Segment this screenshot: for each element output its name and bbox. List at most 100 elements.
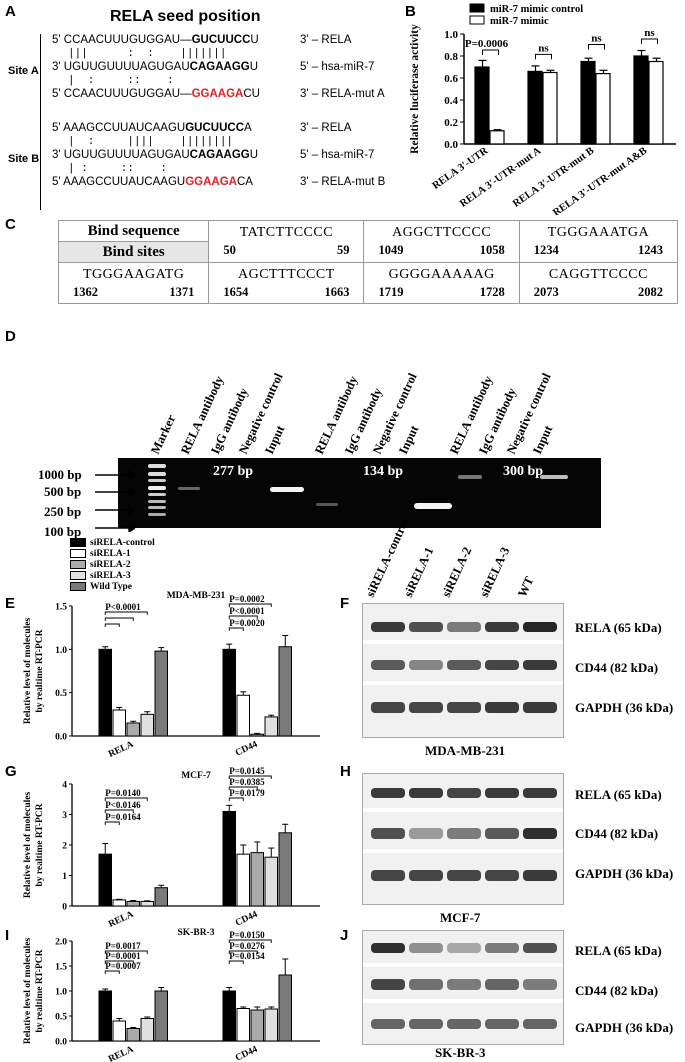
significance-bracket	[588, 44, 605, 50]
product-size-3: 300 bp	[503, 464, 544, 479]
cell-positions: 1362 1371	[73, 285, 195, 299]
chart-title: MDA-MB-231	[167, 591, 226, 601]
site-a-mut-end: 3' – RELA-mut A	[300, 88, 385, 100]
blot-lane-label: siRELA-2	[439, 545, 474, 599]
chart-title: SK-BR-3	[178, 928, 215, 938]
chart-bar	[474, 66, 490, 145]
site-b-rela-end: 3' – RELA	[300, 122, 352, 134]
y-tick-label: 1.0	[55, 646, 67, 656]
y-tick-label: 0.0	[444, 139, 458, 151]
blot-band	[523, 870, 557, 881]
significance-label: P=0.0006	[465, 38, 509, 50]
gel-lane-label: Marker	[148, 412, 178, 456]
blot-band	[523, 660, 557, 670]
significance-label: P=0.0001	[105, 951, 141, 961]
gel-band	[458, 475, 482, 479]
chart-bar	[98, 853, 112, 907]
blot-row-rela: RELA (65 kDa)	[575, 787, 662, 802]
chart-bar	[236, 853, 250, 907]
gel-lane-label: Input	[530, 423, 556, 457]
blot-band	[447, 943, 481, 953]
chart-bar	[222, 648, 236, 737]
legend-entry: siRELA-1	[70, 548, 155, 559]
table-cell: CAGGTTCCCC 2073 2082	[518, 262, 679, 304]
skbr3-pcr-chart: 0.0 0.5 1.0 1.5 2.0 Relative level of molecul…	[23, 928, 320, 1062]
significance-bracket	[228, 797, 244, 801]
chart-bar	[126, 722, 140, 737]
y-tick-label: 1.0	[55, 988, 67, 998]
legend-label: siRELA-control	[90, 537, 155, 548]
y-axis-label: Relative level of molecules	[23, 938, 33, 1045]
blot-row-cd44: CD44 (82 kDa)	[575, 826, 659, 841]
legend-label: siRELA-1	[90, 548, 131, 559]
blot-row-rela: RELA (65 kDa)	[575, 943, 662, 958]
panel-label-c: C	[5, 216, 16, 233]
blot-row-gapdh: GAPDH (36 kDa)	[575, 700, 674, 715]
significance-label: ns	[538, 42, 549, 54]
chart-bar	[112, 709, 126, 737]
chart-bar	[236, 1008, 250, 1042]
blot-band	[409, 788, 443, 798]
chart-bar	[264, 856, 278, 907]
blot-separator	[363, 999, 563, 1003]
blot-band	[409, 979, 443, 990]
cell-sequence: AGGCTTCCCC	[392, 225, 492, 240]
blot-band	[485, 828, 519, 839]
chart-bar	[112, 1020, 126, 1042]
significance-label: P=0.0007	[105, 961, 141, 971]
y-tick-label: 2.0	[55, 938, 67, 948]
y-tick-label: 0.0	[55, 1038, 67, 1048]
y-tick-label: 0.4	[444, 95, 458, 107]
panel-label-g: G	[5, 763, 17, 780]
ladder-band	[148, 486, 166, 490]
legend-label: miR-7 mimic	[490, 16, 549, 27]
x-tick-label: RELA 3'-UTR-mut A&B	[551, 145, 649, 215]
x-tick-label: RELA	[107, 740, 135, 760]
panel-label-f: F	[340, 595, 350, 612]
mcf7-pcr-chart: 0 1 2 3 4 Relative level of molecules by realt…	[23, 766, 320, 928]
ladder-band	[148, 506, 166, 509]
significance-bracket	[104, 611, 148, 615]
blot-band	[371, 622, 405, 632]
ladder-label-100: 100 bp	[44, 524, 82, 539]
chart-bar	[98, 990, 112, 1042]
blot-band	[371, 788, 405, 798]
blot-band	[447, 870, 481, 881]
panel-label-b: B	[405, 3, 416, 20]
y-tick-label: 2	[62, 842, 67, 852]
site-b-label: Site B	[8, 153, 40, 165]
ladder-band	[148, 513, 166, 516]
product-size-2: 134 bp	[363, 464, 404, 479]
significance-label: P=0.0164	[105, 812, 141, 822]
panel-label-a: A	[5, 3, 16, 20]
blot-band	[485, 1019, 519, 1029]
blot-band	[485, 788, 519, 798]
cell-positions: 1049 1058	[378, 243, 505, 257]
table-cell: GGGGAAAAAG 1719 1728	[363, 262, 520, 304]
chart-bar	[542, 71, 558, 145]
legend-swatch	[469, 3, 485, 13]
significance-label: P=0.0002	[229, 594, 265, 604]
ladder-band	[148, 464, 166, 468]
significance-bracket	[104, 960, 134, 964]
gel-bands	[148, 464, 568, 516]
ladder-band	[148, 479, 166, 482]
gel-band	[178, 487, 200, 490]
chart-bar	[98, 648, 112, 737]
cell-sequence: TGGGAAATGA	[547, 225, 650, 240]
y-tick-label: 1	[62, 872, 67, 882]
blot-band	[485, 660, 519, 670]
blot-band	[447, 660, 481, 670]
legend-swatch	[70, 560, 86, 569]
blot-cell-line-mda: MDA-MB-231	[425, 743, 506, 758]
legend-label: Wild Type	[90, 581, 132, 592]
chart-bar	[278, 646, 292, 737]
blot-separator	[363, 808, 563, 812]
y-tick-label: 0.0	[55, 733, 67, 743]
chart-bar	[264, 716, 278, 737]
significance-label: P=0.0179	[229, 788, 265, 798]
y-tick-label: 1.5	[55, 963, 67, 973]
significance-label: P=0.0385	[229, 777, 265, 787]
legend-entry: Wild Type	[70, 581, 155, 592]
cell-positions: 50 59	[223, 243, 350, 257]
